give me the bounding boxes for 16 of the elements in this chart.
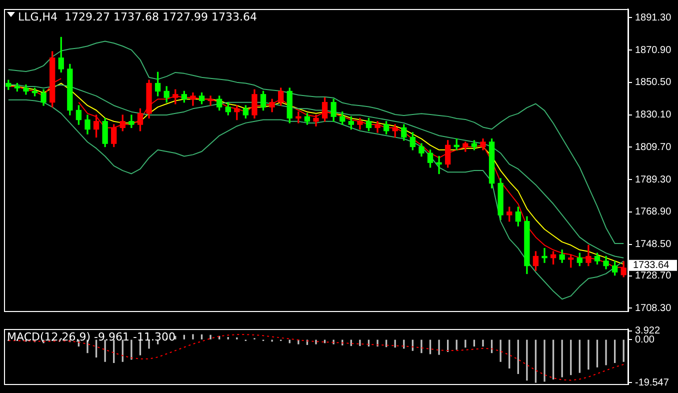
y-tick-label: -19.547 (635, 377, 670, 388)
y-tick-label: 1789.30 (635, 174, 672, 186)
y-tick-label: 1708.30 (635, 302, 672, 314)
y-tick-label: 0.00 (635, 334, 655, 346)
y-tick-label: 1870.90 (635, 44, 672, 56)
y-tick-label: 1891.30 (635, 12, 672, 24)
chart-title: LLG,H4 1729.27 1737.68 1727.99 1733.64 (18, 10, 257, 24)
y-tick-label: 1850.50 (635, 77, 672, 88)
y-tick-label: 1728.70 (635, 270, 672, 282)
text: 1733.64 (633, 260, 670, 272)
chart-title: MACD(12,26,9) -9.961 -11.300 (7, 330, 176, 344)
y-tick-label: 1768.90 (635, 206, 672, 218)
y-tick-label: 1748.50 (635, 239, 672, 250)
y-tick-label: 1830.10 (635, 110, 672, 121)
y-tick-label: 1809.70 (635, 142, 672, 153)
y-tick-label: 3.922 (635, 326, 660, 337)
